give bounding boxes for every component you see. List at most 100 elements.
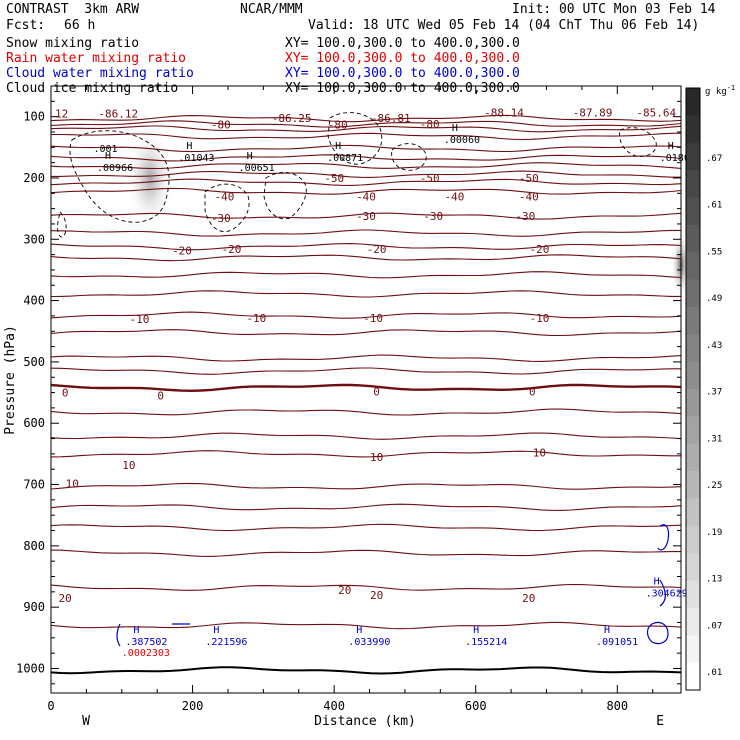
x-tick-label: 800 <box>606 699 628 713</box>
colorbar-label: .43 <box>706 341 722 351</box>
isotherm-label: -86.12 <box>98 108 138 121</box>
ice-max-value: .00871 <box>327 153 363 164</box>
isotherm-label: -80 <box>211 119 231 132</box>
isotherm-label: -20 <box>367 243 387 256</box>
colorbar-segment <box>686 498 700 527</box>
isotherm-label: -10 <box>246 312 266 325</box>
isotherm-label: 0 <box>157 390 164 403</box>
isotherm-label: -40 <box>445 190 465 203</box>
cloud-water-max-value: .155214 <box>465 637 507 648</box>
cloud-water-max-marker: H <box>133 625 139 636</box>
ice-max-marker: H <box>668 141 674 152</box>
isotherm-line <box>50 114 682 123</box>
ice-max-value: .00966 <box>97 163 133 174</box>
colorbar-segment <box>686 553 700 582</box>
isotherm-label: -85.64 <box>636 106 676 119</box>
colorbar-segment <box>686 471 700 499</box>
forecast-hours: 66 h <box>64 18 96 33</box>
forecast-label: Fcst: <box>6 18 46 33</box>
isotherm-line <box>50 408 682 416</box>
plot-frame <box>50 85 682 694</box>
isotherm-label: -50 <box>324 172 344 185</box>
colorbar-label: .61 <box>706 201 722 211</box>
isotherm-line <box>50 290 681 298</box>
isotherm-label: -40 <box>356 190 376 203</box>
x-tick-label: 400 <box>323 699 345 713</box>
field-name-snow: Snow mixing ratio <box>6 36 140 51</box>
colorbar-segment <box>686 252 700 281</box>
isotherm-label: -30 <box>211 212 231 225</box>
colorbar-segment <box>686 635 700 664</box>
ice-max-value: .001 <box>93 144 117 155</box>
isotherm-line <box>51 170 681 178</box>
isotherm-label: -80 <box>328 119 348 132</box>
isotherm-line <box>50 432 682 440</box>
y-tick-label: 300 <box>23 232 45 246</box>
isotherm-line <box>50 666 682 675</box>
isotherm-line <box>50 329 682 337</box>
y-tick-label: 200 <box>23 171 45 185</box>
colorbar-segment <box>686 416 700 445</box>
colorbar-label: .37 <box>706 388 722 398</box>
ice-contour <box>619 127 657 157</box>
isotherm-line <box>50 254 682 262</box>
ice-contour <box>69 130 170 223</box>
y-tick-label: 500 <box>23 355 45 369</box>
colorbar-unit: g kg-1 <box>705 84 735 97</box>
isotherm-label: 20 <box>59 592 72 605</box>
isotherm-line <box>50 154 682 162</box>
isotherm-line <box>51 132 682 141</box>
isotherm-label: 10 <box>66 477 79 490</box>
isotherm-line <box>50 178 682 186</box>
isotherm-line <box>50 212 682 220</box>
ice-contour <box>57 211 67 238</box>
isotherm-line <box>50 354 682 362</box>
isotherm-label: -40 <box>214 190 234 203</box>
isotherm-label: 10 <box>533 447 546 460</box>
field-xy-rain: XY= 100.0,300.0 to 400.0,300.0 <box>285 51 520 66</box>
isotherm-label: -30 <box>515 210 535 223</box>
center-label: NCAR/MMM <box>240 2 303 17</box>
isotherm-label: 10 <box>370 451 383 464</box>
y-tick-label: 700 <box>23 478 45 492</box>
isotherm-line <box>50 621 682 630</box>
ice-contour <box>263 171 307 220</box>
init-time: Init: 00 UTC Mon 03 Feb 14 <box>512 2 716 17</box>
isotherm-line <box>50 162 682 170</box>
isotherm-label: -30 <box>356 210 376 223</box>
ice-max-marker: H <box>335 141 341 152</box>
ice-contour <box>327 112 383 165</box>
colorbar-segment <box>686 580 700 609</box>
isotherm-label: 20 <box>370 589 383 602</box>
x-tick-label: 600 <box>465 699 487 713</box>
isotherm-label: 20 <box>522 592 535 605</box>
model-title: CONTRAST 3km ARW <box>6 2 140 17</box>
ice-max-marker: H <box>247 151 253 162</box>
cloud-water-contour <box>659 579 666 607</box>
x-axis-label: Distance (km) <box>314 714 416 729</box>
colorbar-label: .13 <box>706 575 722 585</box>
isotherm-label: 0 <box>373 385 380 398</box>
colorbar-segment <box>686 334 700 363</box>
isotherm-label: 0 <box>529 385 536 398</box>
isotherm-label: -20 <box>222 243 242 256</box>
y-tick-label: 600 <box>23 416 45 430</box>
cloud-water-max-value: .387502 <box>125 637 167 648</box>
colorbar-frame <box>685 87 701 691</box>
y-axis-label: Pressure (hPa) <box>3 325 18 435</box>
isotherm-label: -80 <box>420 118 440 131</box>
colorbar-label: .25 <box>706 481 722 491</box>
colorbar-segment <box>686 361 700 390</box>
isotherm-label: -86.25 <box>272 112 312 125</box>
isotherm-line <box>50 367 681 375</box>
y-tick-label: 800 <box>23 539 45 553</box>
isotherm-line <box>50 120 682 128</box>
rain-max-value: .0002303 <box>122 648 170 659</box>
colorbar-label: .19 <box>706 528 722 538</box>
cloud-water-contour <box>646 621 669 645</box>
isotherm-label: -10 <box>529 312 549 325</box>
cloud-water-max-marker: H <box>604 625 610 636</box>
ice-max-marker: H <box>452 123 458 134</box>
ice-contour <box>391 143 427 171</box>
